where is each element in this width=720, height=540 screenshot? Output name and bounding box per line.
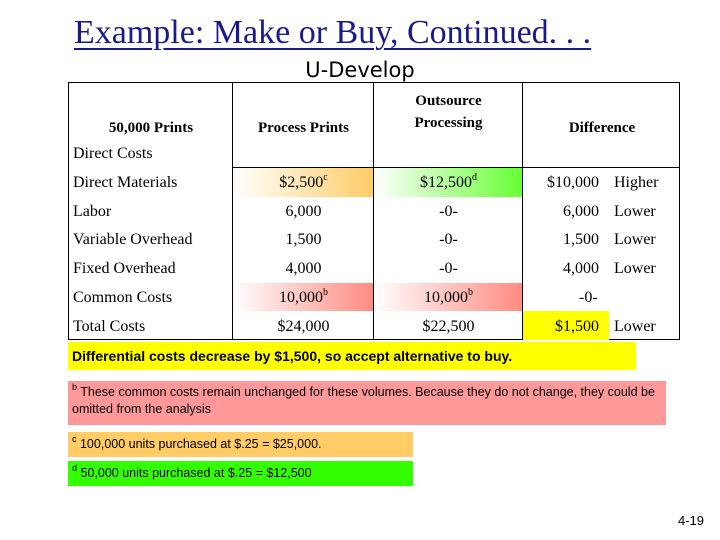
column-divider [373,83,374,340]
row-label: Common Costs [73,289,173,306]
header-difference: Difference [568,120,636,136]
footnote-marker: b [323,286,328,298]
difference-value: $10,000 [547,174,599,191]
outsource-value: -0- [439,231,458,248]
footnote-c-marker: c [72,433,77,444]
conclusion-note: Differential costs decrease by $1,500, s… [68,342,636,370]
difference-direction: Lower [614,203,656,220]
column-divider [232,83,233,340]
footnote-d: d 50,000 units purchased at $.25 = $12,5… [68,461,413,486]
difference-direction: Lower [614,231,656,248]
total-difference-highlight [523,311,609,340]
header-label: 50,000 Prints [108,120,194,136]
difference-direction: Lower [614,318,656,335]
process-value: 10,000b [279,286,328,306]
process-value: 1,500 [285,231,322,248]
row-label: Direct Materials [73,174,178,191]
page-number: 4-19 [677,513,704,528]
difference-value: 1,500 [563,231,599,248]
row-label: Fixed Overhead [73,260,176,277]
make-or-buy-table: 50,000 Prints Process Prints Outsource P… [68,82,680,340]
slide-title: Example: Make or Buy, Continued. . . [74,14,592,51]
outsource-value: $12,500d [420,171,477,191]
direct-materials-outsource-highlight [374,167,523,197]
process-value: 6,000 [285,203,322,220]
row-label: Labor [73,203,112,220]
difference-value: 4,000 [563,260,599,277]
footnote-marker: b [468,286,473,298]
footnote-c: c 100,000 units purchased at $.25 = $25,… [68,432,413,457]
header-outsource-line2: Processing [414,115,483,131]
process-value: $24,000 [277,318,330,335]
row-label: Total Costs [73,318,146,335]
footnote-c-text: 100,000 units purchased at $.25 = $25,00… [79,437,322,451]
difference-value: -0- [579,289,598,306]
header-process: Process Prints [258,120,349,136]
row-label: Variable Overhead [73,231,193,248]
footnote-d-marker: d [72,462,78,473]
outsource-value: -0- [439,203,458,220]
footnote-b-marker: b [72,381,78,392]
difference-direction: Higher [614,174,659,191]
outsource-value: -0- [439,260,458,277]
common-costs-outsource-highlight [374,283,523,311]
footnote-d-text: 50,000 units purchased at $.25 = $12,500 [80,466,312,480]
header-outsource-line1: Outsource [415,93,482,109]
process-value: $2,500c [279,171,328,191]
slide-subtitle: U-Develop [305,58,415,82]
footnote-marker: d [472,171,477,183]
difference-value: $1,500 [555,318,599,335]
footnote-b-text: These common costs remain unchanged for … [72,385,655,416]
outsource-value: $22,500 [422,318,475,335]
header-divider [233,167,680,168]
difference-direction: Lower [614,260,656,277]
process-value: 4,000 [285,260,322,277]
direct-materials-process-highlight [233,167,374,197]
column-divider [522,83,523,340]
outsource-value: 10,000b [424,286,473,306]
difference-value: 6,000 [563,203,599,220]
footnote-b: b These common costs remain unchanged fo… [68,381,666,425]
section-label: Direct Costs [73,145,153,162]
common-costs-process-highlight [233,283,374,311]
footnote-marker: c [323,171,328,183]
